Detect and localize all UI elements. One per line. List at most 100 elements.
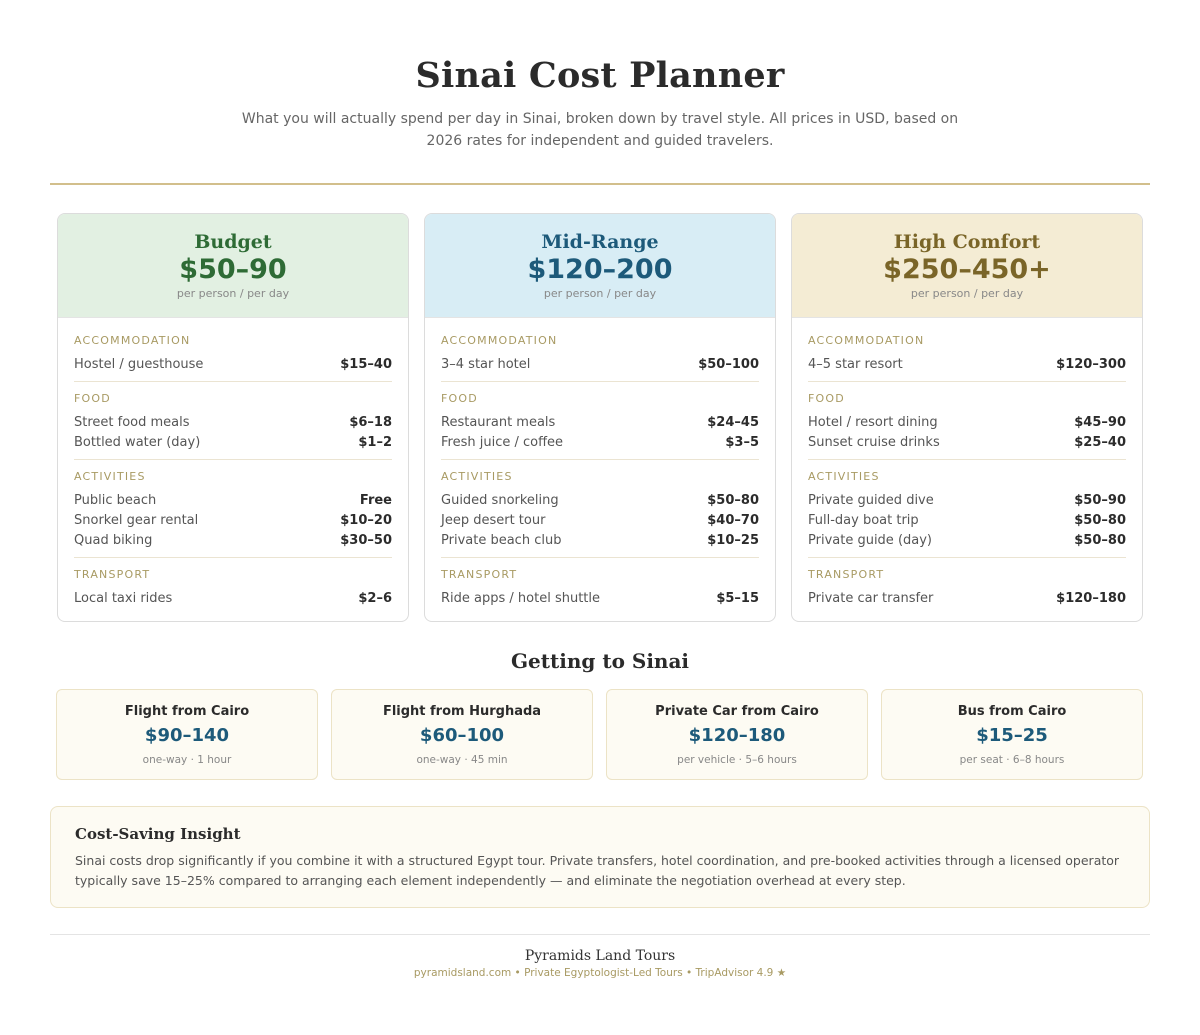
route-card-private-car: Private Car from Cairo $120–180 per vehi…: [606, 689, 868, 780]
tier-header: Budget $50–90 per person / per day: [58, 214, 408, 318]
getting-to-sinai-title: Getting to Sinai: [510, 649, 690, 673]
route-note: one-way · 45 min: [416, 754, 508, 766]
cost-row: Private guide (day) $50–80: [808, 531, 1126, 551]
route-name: Bus from Cairo: [957, 704, 1067, 719]
cost-value: Free: [359, 493, 392, 508]
cost-row: Bottled water (day) $1–2: [74, 433, 392, 453]
cost-value: $5–15: [716, 591, 759, 606]
cost-label: 3–4 star hotel: [441, 357, 531, 372]
tier-name: High Comfort: [893, 231, 1041, 253]
route-name: Private Car from Cairo: [655, 704, 819, 719]
cost-label: Ride apps / hotel shuttle: [441, 591, 601, 606]
cost-row: Ride apps / hotel shuttle $5–15: [441, 589, 759, 609]
route-price: $15–25: [976, 725, 1048, 746]
cost-value: $50–80: [1074, 513, 1126, 528]
section-title: FOOD: [441, 392, 478, 405]
tier-unit: per person / per day: [543, 287, 657, 300]
section-accommodation: ACCOMMODATION Hostel / guesthouse $15–40: [74, 334, 392, 382]
page: Sinai Cost Planner What you will actuall…: [50, 0, 1150, 979]
tier-price: $120–200: [527, 254, 673, 285]
cost-label: Private guide (day): [808, 533, 932, 548]
cost-row: Quad biking $30–50: [74, 531, 392, 551]
cost-value: $40–70: [707, 513, 759, 528]
route-price: $90–140: [144, 725, 230, 746]
route-price: $120–180: [688, 725, 786, 746]
cost-value: $25–40: [1074, 435, 1126, 450]
section-activities: ACTIVITIES Guided snorkeling $50–80 Jeep …: [441, 470, 759, 558]
cost-row: Hotel / resort dining $45–90: [808, 413, 1126, 433]
section-activities: ACTIVITIES Public beach Free Snorkel gear…: [74, 470, 392, 558]
cost-row: Street food meals $6–18: [74, 413, 392, 433]
page-title: Sinai Cost Planner: [415, 55, 785, 96]
route-card-bus: Bus from Cairo $15–25 per seat · 6–8 hou…: [881, 689, 1143, 780]
cost-label: Full-day boat trip: [808, 513, 919, 528]
cost-label: Restaurant meals: [441, 415, 556, 430]
cost-value: $6–18: [349, 415, 392, 430]
section-activities: ACTIVITIES Private guided dive $50–90 Ful…: [808, 470, 1126, 558]
route-cards: Flight from Cairo $90–140 one-way · 1 ho…: [56, 689, 1144, 780]
cost-value: $120–300: [1056, 357, 1126, 372]
route-name: Flight from Hurghada: [382, 704, 542, 719]
cost-row: 4–5 star resort $120–300: [808, 355, 1126, 375]
section-title: ACTIVITIES: [74, 470, 146, 483]
cost-row: Public beach Free: [74, 491, 392, 511]
tier-cards: Budget $50–90 per person / per day ACCOM…: [57, 213, 1143, 622]
cost-row: Sunset cruise drinks $25–40: [808, 433, 1126, 453]
cost-label: Hostel / guesthouse: [74, 357, 204, 372]
cost-label: Bottled water (day): [74, 435, 201, 450]
footer-brand: Pyramids Land Tours: [524, 948, 676, 964]
section-title: ACCOMMODATION: [808, 334, 925, 347]
cost-row: Private car transfer $120–180: [808, 589, 1126, 609]
cost-label: Quad biking: [74, 533, 153, 548]
section-title: FOOD: [808, 392, 845, 405]
cost-label: Local taxi rides: [74, 591, 173, 606]
insight-title: Cost-Saving Insight: [75, 825, 241, 843]
tier-price: $50–90: [179, 254, 287, 285]
section-title: ACTIVITIES: [441, 470, 513, 483]
route-card-flight-cairo: Flight from Cairo $90–140 one-way · 1 ho…: [56, 689, 318, 780]
page-subtitle: What you will actually spend per day in …: [241, 111, 959, 149]
page-header: Sinai Cost Planner What you will actuall…: [50, 0, 1150, 185]
cost-row: Snorkel gear rental $10–20: [74, 511, 392, 531]
cost-row: Local taxi rides $2–6: [74, 589, 392, 609]
cost-value: $45–90: [1074, 415, 1126, 430]
cost-row: Guided snorkeling $50–80: [441, 491, 759, 511]
section-transport: TRANSPORT Ride apps / hotel shuttle $5–15: [441, 568, 759, 609]
cost-value: $50–90: [1074, 493, 1126, 508]
tier-unit: per person / per day: [176, 287, 290, 300]
section-transport: TRANSPORT Private car transfer $120–180: [808, 568, 1126, 609]
route-card-flight-hurghada: Flight from Hurghada $60–100 one-way · 4…: [331, 689, 593, 780]
cost-label: Fresh juice / coffee: [441, 435, 564, 450]
header-divider: [50, 183, 1150, 185]
section-title: ACCOMMODATION: [441, 334, 558, 347]
cost-label: Public beach: [74, 493, 157, 508]
section-accommodation: ACCOMMODATION 4–5 star resort $120–300: [808, 334, 1126, 382]
cost-value: $50–80: [707, 493, 759, 508]
section-title: TRANSPORT: [74, 568, 151, 581]
cost-value: $10–25: [707, 533, 759, 548]
footer-divider: [50, 934, 1150, 935]
section-title: ACCOMMODATION: [74, 334, 191, 347]
tier-card-budget: Budget $50–90 per person / per day ACCOM…: [57, 213, 409, 622]
cost-row: Private beach club $10–25: [441, 531, 759, 551]
cost-row: Private guided dive $50–90: [808, 491, 1126, 511]
section-accommodation: ACCOMMODATION 3–4 star hotel $50–100: [441, 334, 759, 382]
section-food: FOOD Street food meals $6–18 Bottled wate…: [74, 392, 392, 460]
cost-value: $50–100: [698, 357, 759, 372]
cost-value: $1–2: [358, 435, 392, 450]
tier-header: Mid-Range $120–200 per person / per day: [425, 214, 775, 318]
footer-meta: pyramidsland.com • Private Egyptologist-…: [413, 967, 787, 979]
cost-value: $3–5: [725, 435, 759, 450]
cost-value: $50–80: [1074, 533, 1126, 548]
section-title: TRANSPORT: [441, 568, 518, 581]
tier-body: ACCOMMODATION 4–5 star resort $120–300 FO…: [792, 318, 1142, 621]
tier-body: ACCOMMODATION 3–4 star hotel $50–100 FOOD…: [425, 318, 775, 621]
cost-label: Street food meals: [74, 415, 190, 430]
section-transport: TRANSPORT Local taxi rides $2–6: [74, 568, 392, 609]
tier-unit: per person / per day: [910, 287, 1024, 300]
cost-saving-insight: Cost-Saving Insight Sinai costs drop sig…: [50, 806, 1150, 908]
cost-value: $10–20: [340, 513, 392, 528]
cost-label: Sunset cruise drinks: [808, 435, 940, 450]
cost-row: Restaurant meals $24–45: [441, 413, 759, 433]
cost-value: $30–50: [340, 533, 392, 548]
